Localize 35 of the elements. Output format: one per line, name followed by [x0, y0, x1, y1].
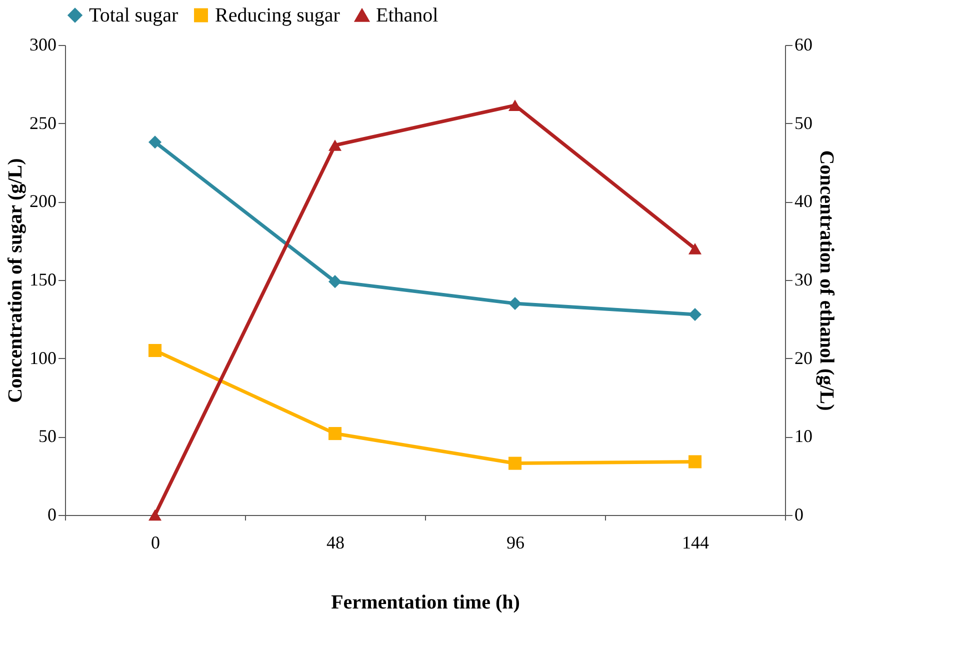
x-tick-label: 144 [682, 532, 709, 552]
y-tick-label: 150 [30, 270, 56, 290]
y2-tick-label: 0 [794, 504, 804, 524]
y2-axis-title: Concentration of ethanol (g/L) [816, 150, 838, 411]
point [688, 308, 702, 321]
x-tick-label: 0 [151, 532, 160, 552]
point [508, 456, 522, 470]
y-axis-title: Concentration of sugar (g/L) [4, 158, 26, 403]
y2-tick-label: 60 [794, 34, 812, 54]
y2-tick-label: 20 [794, 348, 812, 368]
y-tick-label: 50 [38, 426, 56, 446]
y-tick-label: 250 [30, 112, 56, 133]
y2-tick-label: 40 [794, 191, 812, 212]
point [688, 455, 702, 468]
x-axis-title: Fermentation time (h) [331, 592, 520, 614]
y2-tick-label: 50 [794, 112, 812, 133]
y-tick-label: 300 [30, 34, 56, 54]
legend-label: Ethanol [376, 4, 439, 27]
y-tick-label: 200 [30, 191, 56, 212]
y2-tick-label: 30 [794, 270, 812, 290]
x-tick-label: 48 [326, 532, 344, 552]
point [148, 509, 162, 521]
y-tick-label: 100 [30, 348, 56, 368]
point [688, 243, 702, 254]
legend-label: Reducing sugar [215, 4, 340, 26]
point [148, 136, 162, 149]
point [148, 344, 162, 358]
x-tick-label: 96 [506, 532, 524, 552]
point [508, 296, 522, 310]
point [328, 275, 342, 288]
point [328, 427, 342, 440]
point [328, 140, 342, 151]
y2-tick-label: 10 [794, 426, 812, 446]
y-tick-label: 0 [48, 504, 56, 524]
legend-label: Total sugar [89, 4, 178, 26]
